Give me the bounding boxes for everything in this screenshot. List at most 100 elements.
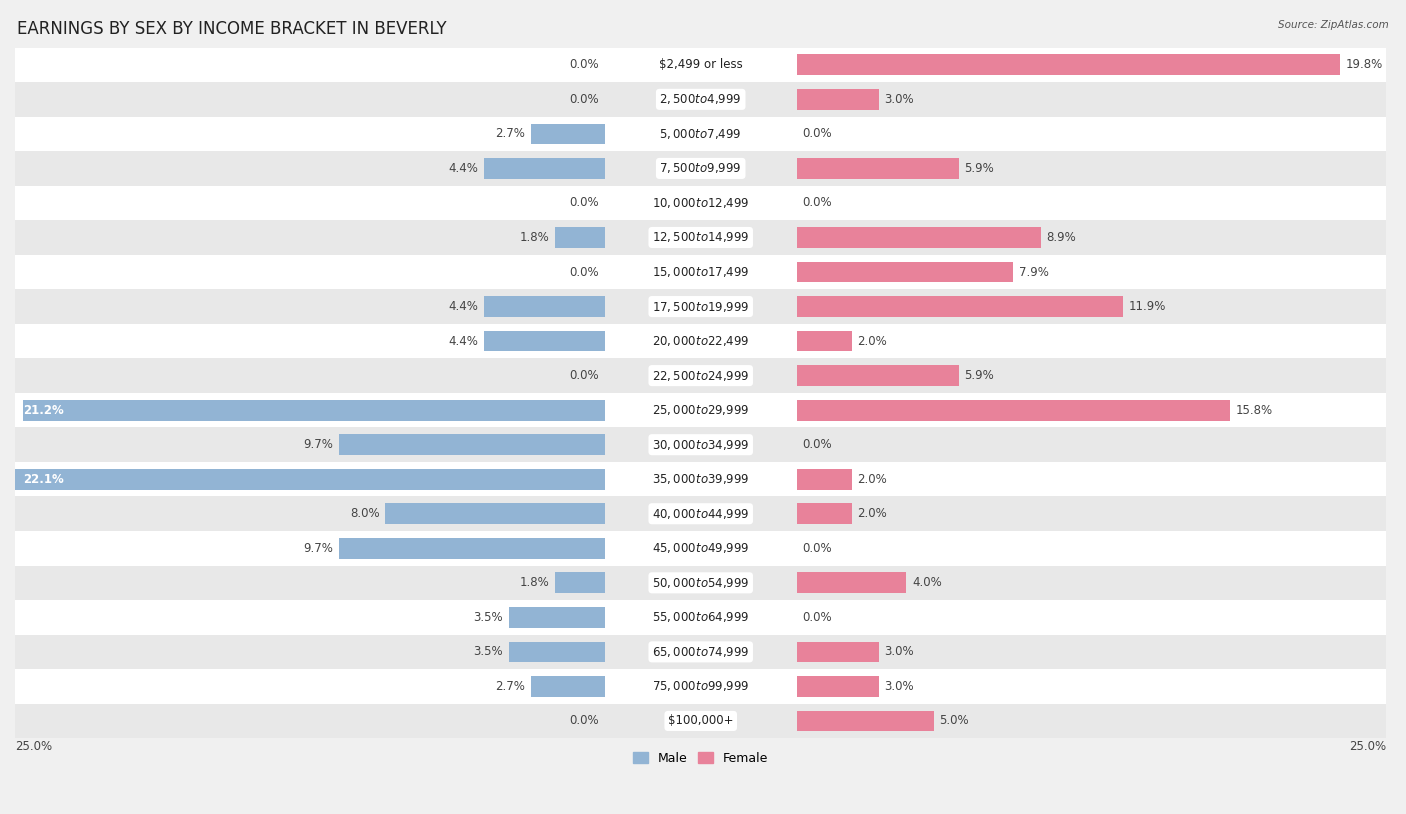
Text: 0.0%: 0.0% (569, 196, 599, 209)
Bar (797, 365, 959, 386)
Bar (797, 89, 879, 110)
Text: 9.7%: 9.7% (304, 542, 333, 555)
Bar (15, 669, 1386, 703)
Bar (509, 607, 605, 628)
Bar (339, 538, 605, 558)
Bar (15, 289, 1386, 324)
Bar (15, 497, 1386, 531)
Text: 0.0%: 0.0% (569, 59, 599, 72)
Bar (15, 462, 1386, 497)
Bar (15, 703, 1386, 738)
Text: $5,000 to $7,499: $5,000 to $7,499 (659, 127, 742, 141)
Bar (484, 296, 605, 317)
Text: 1.8%: 1.8% (520, 231, 550, 244)
Text: 4.4%: 4.4% (449, 300, 478, 313)
Text: 21.2%: 21.2% (24, 404, 65, 417)
Bar (797, 400, 1230, 421)
Text: $30,000 to $34,999: $30,000 to $34,999 (652, 438, 749, 452)
Text: $2,500 to $4,999: $2,500 to $4,999 (659, 92, 742, 107)
Text: 4.0%: 4.0% (912, 576, 942, 589)
Text: 7.9%: 7.9% (1019, 265, 1049, 278)
Text: 5.0%: 5.0% (939, 715, 969, 728)
Text: $25,000 to $29,999: $25,000 to $29,999 (652, 403, 749, 417)
Bar (555, 572, 605, 593)
Text: EARNINGS BY SEX BY INCOME BRACKET IN BEVERLY: EARNINGS BY SEX BY INCOME BRACKET IN BEV… (17, 20, 447, 38)
Text: 2.0%: 2.0% (858, 473, 887, 486)
Bar (797, 158, 959, 179)
Text: $40,000 to $44,999: $40,000 to $44,999 (652, 507, 749, 521)
Text: $50,000 to $54,999: $50,000 to $54,999 (652, 575, 749, 590)
Text: $22,500 to $24,999: $22,500 to $24,999 (652, 369, 749, 383)
Text: $15,000 to $17,499: $15,000 to $17,499 (652, 265, 749, 279)
Bar (15, 255, 1386, 289)
Text: 0.0%: 0.0% (803, 610, 832, 624)
Text: 19.8%: 19.8% (1346, 59, 1382, 72)
Text: $45,000 to $49,999: $45,000 to $49,999 (652, 541, 749, 555)
Bar (15, 47, 1386, 82)
Text: 2.0%: 2.0% (858, 507, 887, 520)
Bar (797, 572, 907, 593)
Bar (797, 261, 1014, 282)
Text: $10,000 to $12,499: $10,000 to $12,499 (652, 196, 749, 210)
Text: 2.7%: 2.7% (495, 680, 526, 693)
Text: 0.0%: 0.0% (803, 196, 832, 209)
Bar (385, 503, 605, 524)
Bar (15, 531, 1386, 566)
Text: 25.0%: 25.0% (1350, 741, 1386, 753)
Bar (797, 227, 1040, 247)
Text: $7,500 to $9,999: $7,500 to $9,999 (659, 161, 742, 176)
Text: Source: ZipAtlas.com: Source: ZipAtlas.com (1278, 20, 1389, 30)
Bar (509, 641, 605, 663)
Text: $17,500 to $19,999: $17,500 to $19,999 (652, 300, 749, 313)
Text: $65,000 to $74,999: $65,000 to $74,999 (652, 645, 749, 659)
Bar (797, 711, 934, 731)
Bar (484, 158, 605, 179)
Bar (530, 676, 605, 697)
Bar (24, 400, 605, 421)
Bar (797, 641, 879, 663)
Text: 3.5%: 3.5% (474, 646, 503, 659)
Text: 25.0%: 25.0% (15, 741, 52, 753)
Text: 3.0%: 3.0% (884, 646, 914, 659)
Legend: Male, Female: Male, Female (628, 747, 773, 770)
Bar (15, 186, 1386, 221)
Bar (15, 151, 1386, 186)
Text: $55,000 to $64,999: $55,000 to $64,999 (652, 610, 749, 624)
Text: 2.0%: 2.0% (858, 335, 887, 348)
Bar (15, 358, 1386, 393)
Bar (339, 435, 605, 455)
Text: 1.8%: 1.8% (520, 576, 550, 589)
Text: $2,499 or less: $2,499 or less (659, 59, 742, 72)
Bar (15, 221, 1386, 255)
Bar (797, 676, 879, 697)
Bar (15, 600, 1386, 635)
Bar (484, 330, 605, 352)
Text: 0.0%: 0.0% (803, 438, 832, 451)
Text: 0.0%: 0.0% (569, 369, 599, 382)
Text: 15.8%: 15.8% (1236, 404, 1272, 417)
Text: 4.4%: 4.4% (449, 162, 478, 175)
Text: $100,000+: $100,000+ (668, 715, 734, 728)
Text: 5.9%: 5.9% (965, 162, 994, 175)
Text: 3.0%: 3.0% (884, 93, 914, 106)
Text: 22.1%: 22.1% (24, 473, 65, 486)
Text: 3.0%: 3.0% (884, 680, 914, 693)
Bar (797, 469, 852, 489)
Bar (15, 324, 1386, 358)
Bar (15, 82, 1386, 116)
Bar (15, 116, 1386, 151)
Text: 0.0%: 0.0% (803, 128, 832, 140)
Bar (0, 469, 605, 489)
Text: 2.7%: 2.7% (495, 128, 526, 140)
Text: 9.7%: 9.7% (304, 438, 333, 451)
Text: $20,000 to $22,499: $20,000 to $22,499 (652, 334, 749, 348)
Bar (15, 635, 1386, 669)
Text: $75,000 to $99,999: $75,000 to $99,999 (652, 680, 749, 694)
Bar (15, 566, 1386, 600)
Bar (797, 503, 852, 524)
Text: 0.0%: 0.0% (803, 542, 832, 555)
Text: 8.9%: 8.9% (1046, 231, 1076, 244)
Bar (797, 296, 1123, 317)
Text: 11.9%: 11.9% (1129, 300, 1166, 313)
Bar (15, 393, 1386, 427)
